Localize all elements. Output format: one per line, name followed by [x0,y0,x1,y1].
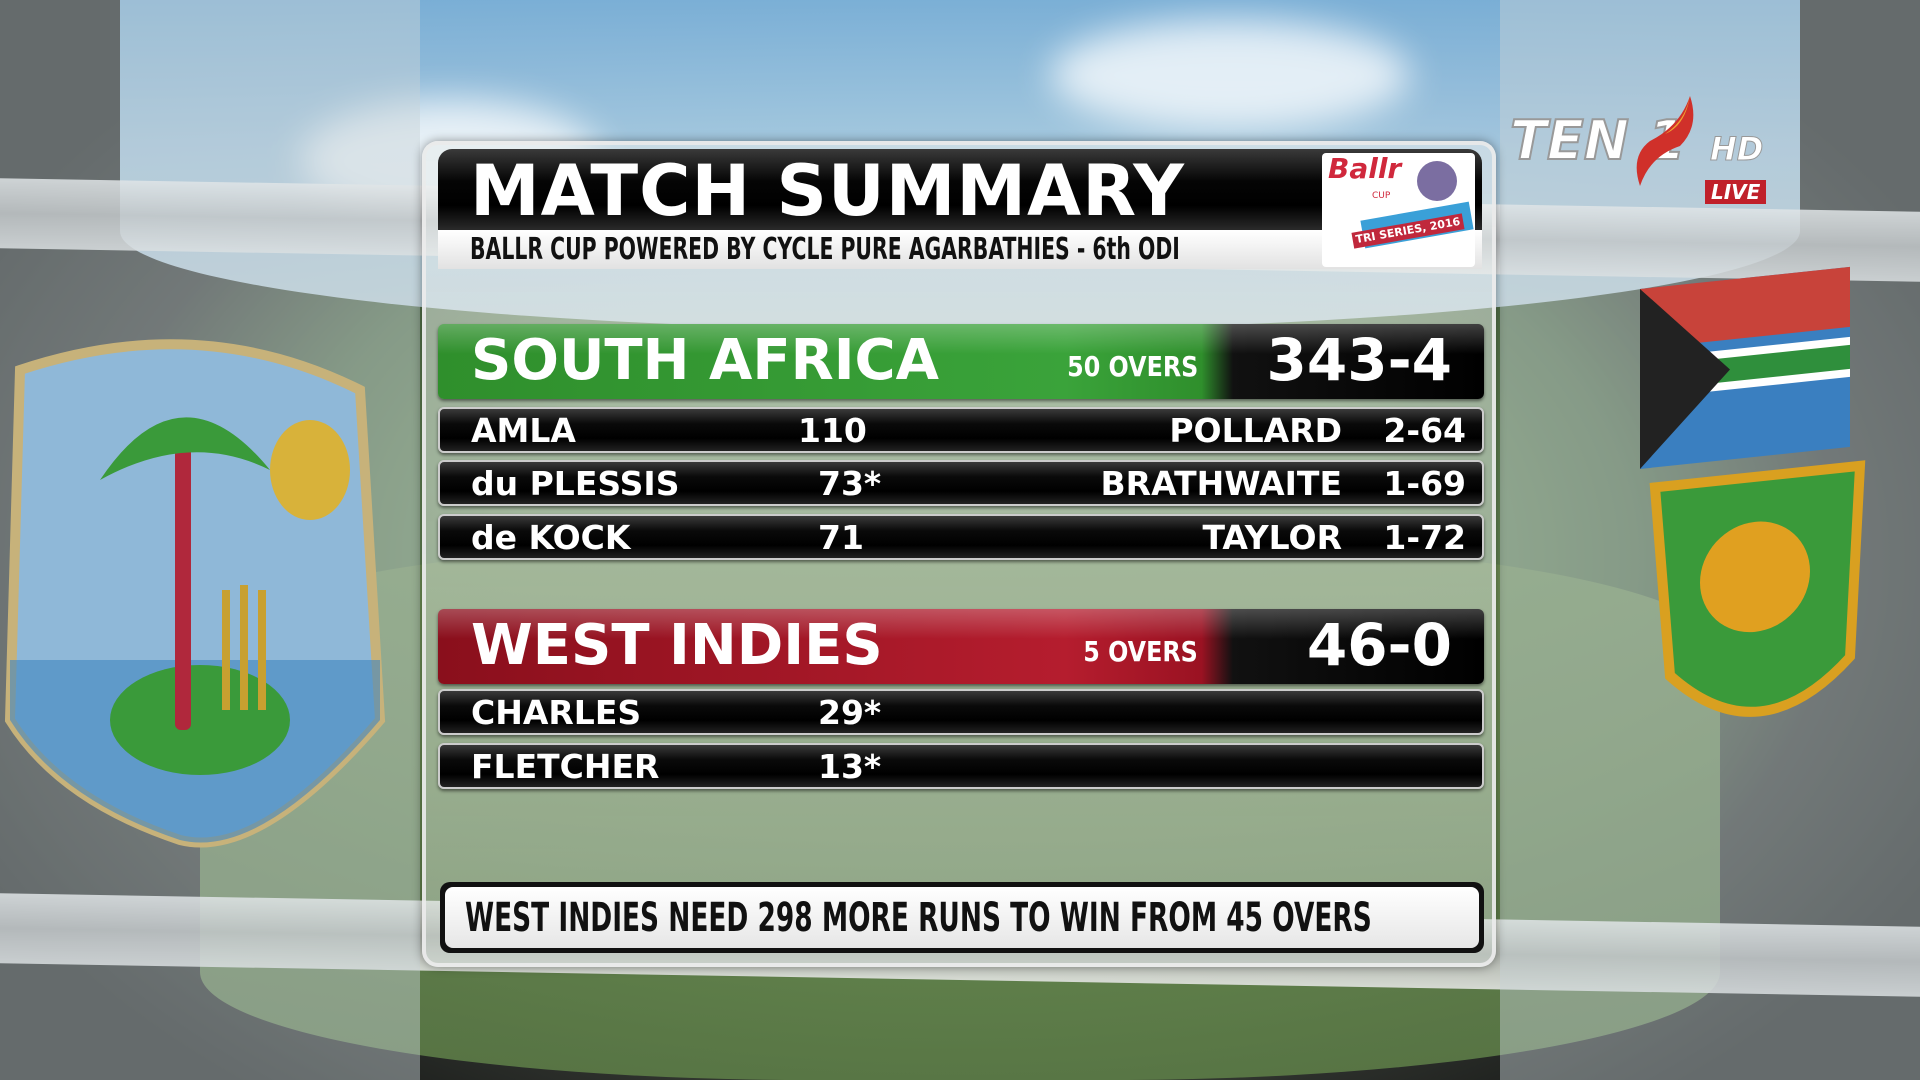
player-row: FLETCHER 13* [438,743,1484,789]
overs: 5 OVERS [1083,635,1198,668]
bowler-figures: 1-72 [1383,518,1466,557]
team-bar-south-africa: SOUTH AFRICA 50 OVERS 343-4 [438,324,1484,399]
player-row: AMLA 110 POLLARD 2-64 [438,407,1484,453]
result-footer: WEST INDIES NEED 298 MORE RUNS TO WIN FR… [440,882,1484,953]
batsman-runs: 71 [818,518,864,557]
cloud [1050,20,1410,130]
batsman-name: de KOCK [471,518,631,557]
bowler-figures: 1-69 [1383,464,1466,503]
team-name: SOUTH AFRICA [471,328,939,393]
batsman-runs: 29* [818,693,882,732]
west-indies-crest-icon [4,339,386,848]
batsman-runs: 110 [798,411,867,450]
team-score: 46-0 [1306,611,1452,679]
subtitle-strip [438,230,1482,269]
south-africa-crest-icon [1640,266,1866,717]
overs: 50 OVERS [1066,350,1198,383]
batsman-name: CHARLES [471,693,642,732]
match-subtitle: BALLR CUP POWERED BY CYCLE PURE AGARBATH… [470,232,1180,267]
logo-subtext: CUP [1372,191,1391,201]
live-badge: LIVE [1705,180,1767,204]
bowler-figures: 2-64 [1383,411,1466,450]
team-score: 343-4 [1266,326,1453,394]
player-row: du PLESSIS 73* BRATHWAITE 1-69 [438,460,1484,506]
batsman-name: AMLA [471,411,576,450]
page-title: MATCH SUMMARY [470,150,1185,232]
batsman-name: FLETCHER [471,747,660,786]
ballr-cup-logo: Ballr CUP TRI SERIES, 2016 [1322,153,1475,267]
target-message: WEST INDIES NEED 298 MORE RUNS TO WIN FR… [465,895,1372,941]
hd-label: HD [1709,130,1764,169]
player-row: de KOCK 71 TAYLOR 1-72 [438,514,1484,560]
header-bar [438,149,1482,230]
team-bar-west-indies: WEST INDIES 5 OVERS 46-0 [438,609,1484,684]
batsman-name: du PLESSIS [471,464,680,503]
player-row: CHARLES 29* [438,689,1484,735]
flame-icon [1636,96,1694,186]
bowler-name: POLLARD [1169,411,1342,450]
team-name: WEST INDIES [471,613,883,678]
bowler-name: TAYLOR [1202,518,1342,557]
bowler-name: BRATHWAITE [1100,464,1342,503]
batsman-runs: 13* [818,747,882,786]
logo-text: Ballr [1328,153,1402,185]
batsman-runs: 73* [818,464,882,503]
